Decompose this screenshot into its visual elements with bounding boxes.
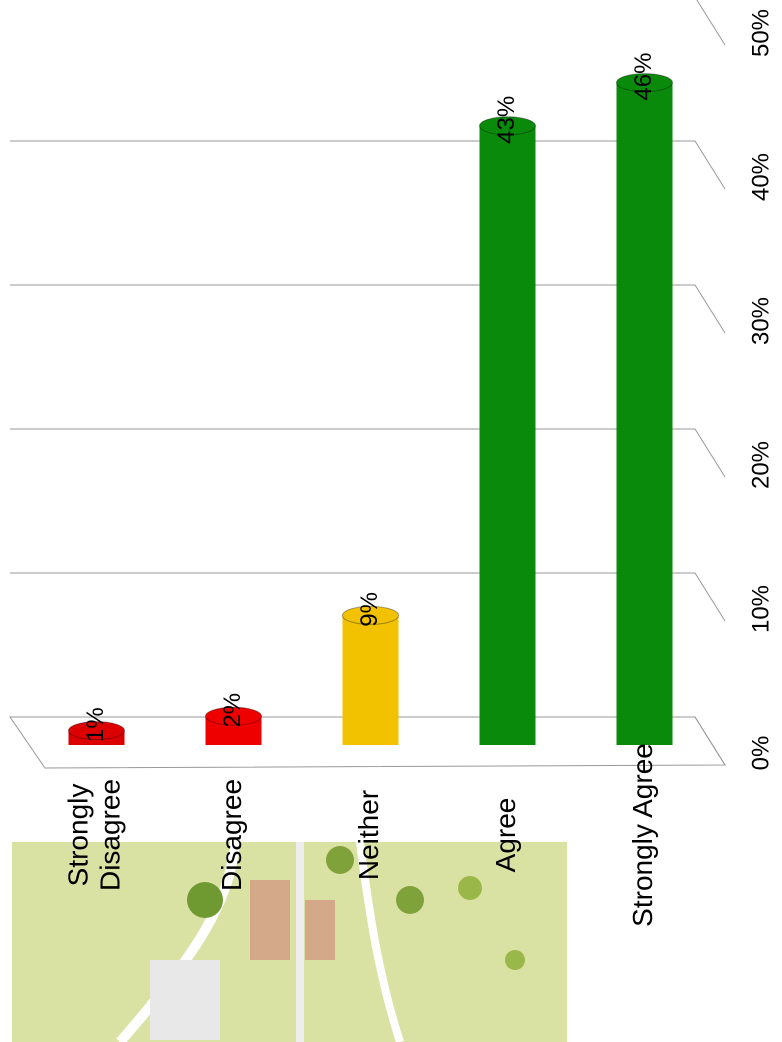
map-thumbnail [12, 841, 567, 1042]
x-tick-label: Agree [490, 798, 521, 873]
y-tick-label: 10% [747, 585, 774, 633]
grid-line [10, 140, 726, 190]
x-tick-label: Neither [353, 790, 384, 880]
bar-top [342, 605, 399, 625]
value-label: 43% [493, 96, 520, 144]
y-tick-label: 50% [747, 9, 774, 57]
value-label: 2% [219, 693, 246, 728]
y-tick-label: 30% [747, 297, 774, 345]
grid-line [10, 284, 726, 334]
value-label: 9% [356, 592, 383, 627]
value-label: 46% [630, 53, 657, 101]
value-label: 1% [82, 707, 109, 742]
y-tick-label: 40% [747, 153, 774, 201]
bar [342, 615, 399, 745]
bar-top [616, 73, 673, 93]
bar [616, 82, 673, 746]
grid-line [10, 572, 726, 622]
x-tick-label: Disagree [216, 779, 247, 891]
y-tick-label: 0% [747, 736, 774, 771]
grid-line [10, 428, 726, 478]
y-tick-label: 20% [747, 441, 774, 489]
x-tick-label: Strongly Agree [627, 743, 658, 927]
grid-line [696, 0, 726, 46]
bar-top [68, 721, 125, 741]
bar-top [479, 116, 536, 136]
bar [479, 125, 536, 746]
bar-top [205, 706, 262, 726]
x-tick-label: StronglyDisagree [63, 779, 126, 891]
